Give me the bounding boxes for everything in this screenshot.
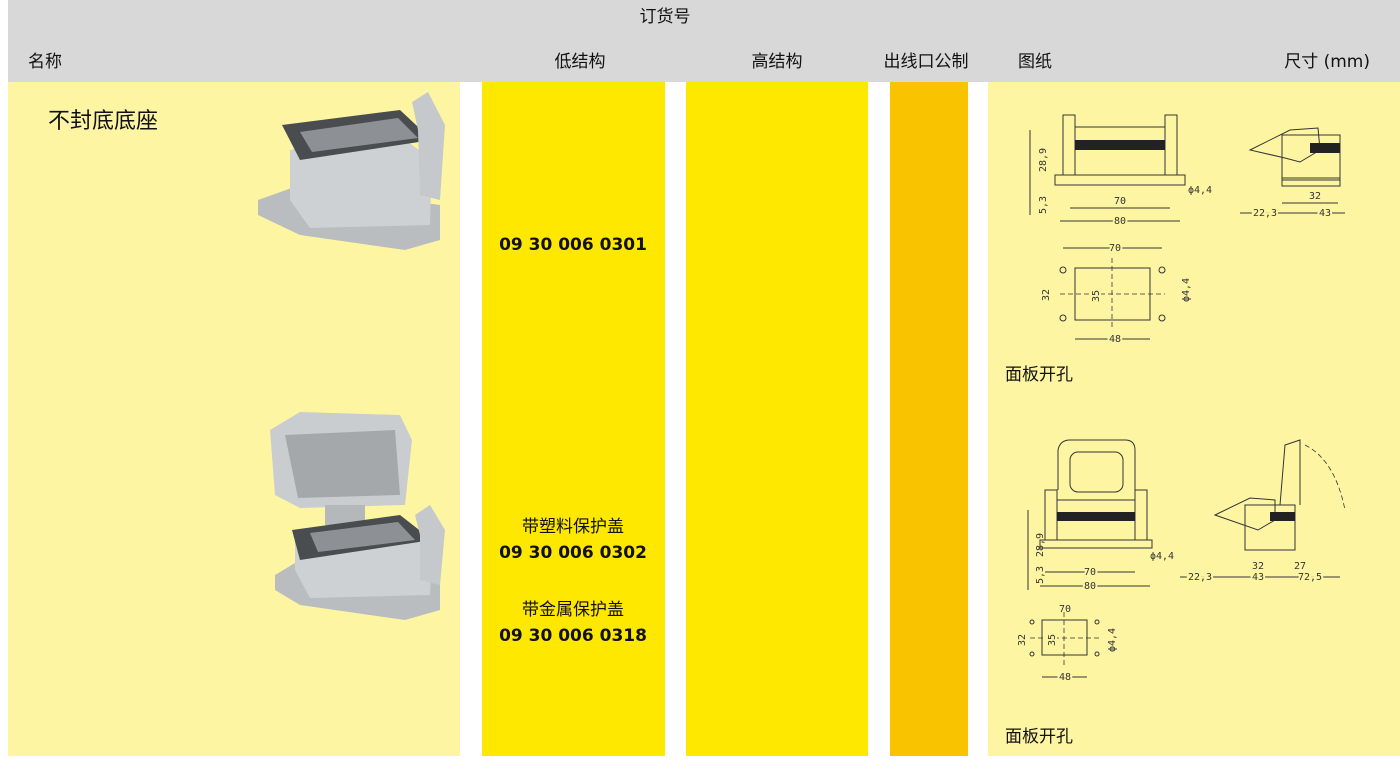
dimension-label: ϕ4,4 bbox=[1150, 551, 1174, 562]
dimension-label: 32 bbox=[1252, 561, 1264, 572]
dimension-label: 32 bbox=[1309, 191, 1321, 202]
dimension-label: 22,3 bbox=[1188, 572, 1212, 583]
dimension-label: 43 bbox=[1319, 208, 1331, 219]
column-bg bbox=[482, 82, 665, 756]
product-image bbox=[270, 412, 445, 620]
dimension-label: 43 bbox=[1252, 572, 1264, 583]
dimension-label: 22,3 bbox=[1253, 208, 1277, 219]
dimension-label: 70 bbox=[1109, 243, 1121, 254]
dimension-label: 72,5 bbox=[1298, 572, 1322, 583]
order-note: 带塑料保护盖 bbox=[522, 517, 624, 537]
cutout-label: 面板开孔 bbox=[1005, 365, 1073, 385]
column-bg bbox=[988, 82, 1400, 756]
end-view-drawing bbox=[1180, 439, 1346, 578]
end-view-drawing bbox=[1240, 127, 1345, 214]
dimension-label: 35 bbox=[1047, 634, 1058, 646]
dimension-label: 32 bbox=[1041, 289, 1052, 301]
dimension-label: 28,9 bbox=[1035, 533, 1046, 557]
product-name: 不封底底座 bbox=[48, 109, 158, 134]
header-cell: 低结构 bbox=[555, 52, 606, 72]
dimension-label: 5,3 bbox=[1038, 196, 1049, 214]
cutout-label: 面板开孔 bbox=[1005, 727, 1073, 747]
dimension-label: ϕ4,4 bbox=[1188, 185, 1212, 196]
dimension-label: ϕ4,4 bbox=[1181, 278, 1192, 302]
dimension-label: 27 bbox=[1294, 561, 1306, 572]
header-band bbox=[8, 0, 1400, 82]
header-cell: 图纸 bbox=[1018, 52, 1052, 72]
dimension-label: 5,3 bbox=[1035, 566, 1046, 584]
product-image bbox=[258, 92, 445, 250]
header-group: 订货号 bbox=[640, 7, 691, 27]
dimension-label: 80 bbox=[1114, 216, 1126, 227]
cutout-drawing bbox=[1059, 247, 1166, 340]
header-cell: 出线口公制 bbox=[884, 52, 969, 72]
order-note: 带金属保护盖 bbox=[522, 600, 624, 620]
dimension-label: 70 bbox=[1084, 567, 1096, 578]
dimension-label: 35 bbox=[1091, 290, 1102, 302]
dimension-label: 48 bbox=[1109, 334, 1121, 345]
order-number: 09 30 006 0318 bbox=[499, 626, 647, 646]
dimension-label: 70 bbox=[1114, 196, 1126, 207]
column-bg bbox=[686, 82, 868, 756]
dimension-label: 28,9 bbox=[1038, 148, 1049, 172]
column-bg bbox=[890, 82, 968, 756]
header-cell: 名称 bbox=[28, 52, 62, 72]
order-number: 09 30 006 0301 bbox=[499, 235, 647, 255]
dimension-label: 32 bbox=[1017, 634, 1028, 646]
side-view-drawing bbox=[1029, 114, 1186, 222]
header-cell: 尺寸 (mm) bbox=[1284, 52, 1370, 72]
side-view-drawing bbox=[1027, 439, 1153, 590]
cutout-drawing bbox=[1029, 612, 1100, 678]
dimension-label: ϕ4,4 bbox=[1107, 628, 1118, 652]
order-number: 09 30 006 0302 bbox=[499, 543, 647, 563]
dimension-label: 70 bbox=[1059, 604, 1071, 615]
dimension-label: 48 bbox=[1059, 672, 1071, 683]
header-cell: 高结构 bbox=[752, 52, 803, 72]
dimension-label: 80 bbox=[1084, 581, 1096, 592]
